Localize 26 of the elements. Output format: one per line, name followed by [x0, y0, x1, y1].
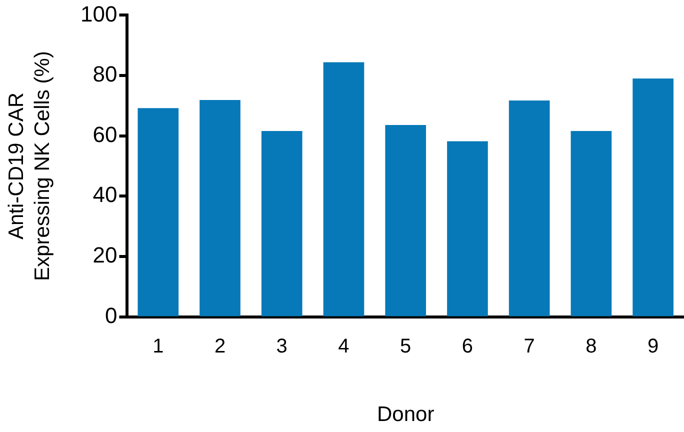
- bar: [385, 124, 426, 316]
- bar: [570, 131, 612, 316]
- y-tick-label: 40: [92, 182, 118, 208]
- x-axis-title: Donor: [377, 403, 434, 426]
- bar: [447, 141, 488, 316]
- x-tick-label: 3: [276, 335, 288, 358]
- y-axis-title: Anti-CD19 CAR Expressing NK Cells (%): [4, 51, 54, 281]
- y-tick-label: 0: [104, 302, 118, 328]
- x-tick-label: 4: [338, 335, 350, 358]
- y-tick-label: 100: [80, 1, 118, 26]
- bar: [632, 78, 674, 316]
- bar: [138, 108, 179, 316]
- bar: [200, 100, 240, 316]
- x-tick-label: 2: [214, 335, 226, 358]
- y-tick-label: 20: [92, 242, 118, 268]
- x-tick-label: 8: [586, 335, 597, 358]
- x-tick-label: 1: [152, 335, 164, 358]
- x-tick-label: 6: [462, 335, 474, 358]
- y-tick-label: 60: [92, 122, 118, 147]
- x-tick-label: 9: [648, 335, 659, 358]
- x-tick-label: 7: [524, 335, 535, 358]
- x-tick-label: 5: [400, 335, 412, 358]
- y-tick-label: 80: [92, 62, 118, 87]
- bar: [323, 62, 364, 316]
- bar: [261, 131, 302, 316]
- bar: [508, 100, 550, 316]
